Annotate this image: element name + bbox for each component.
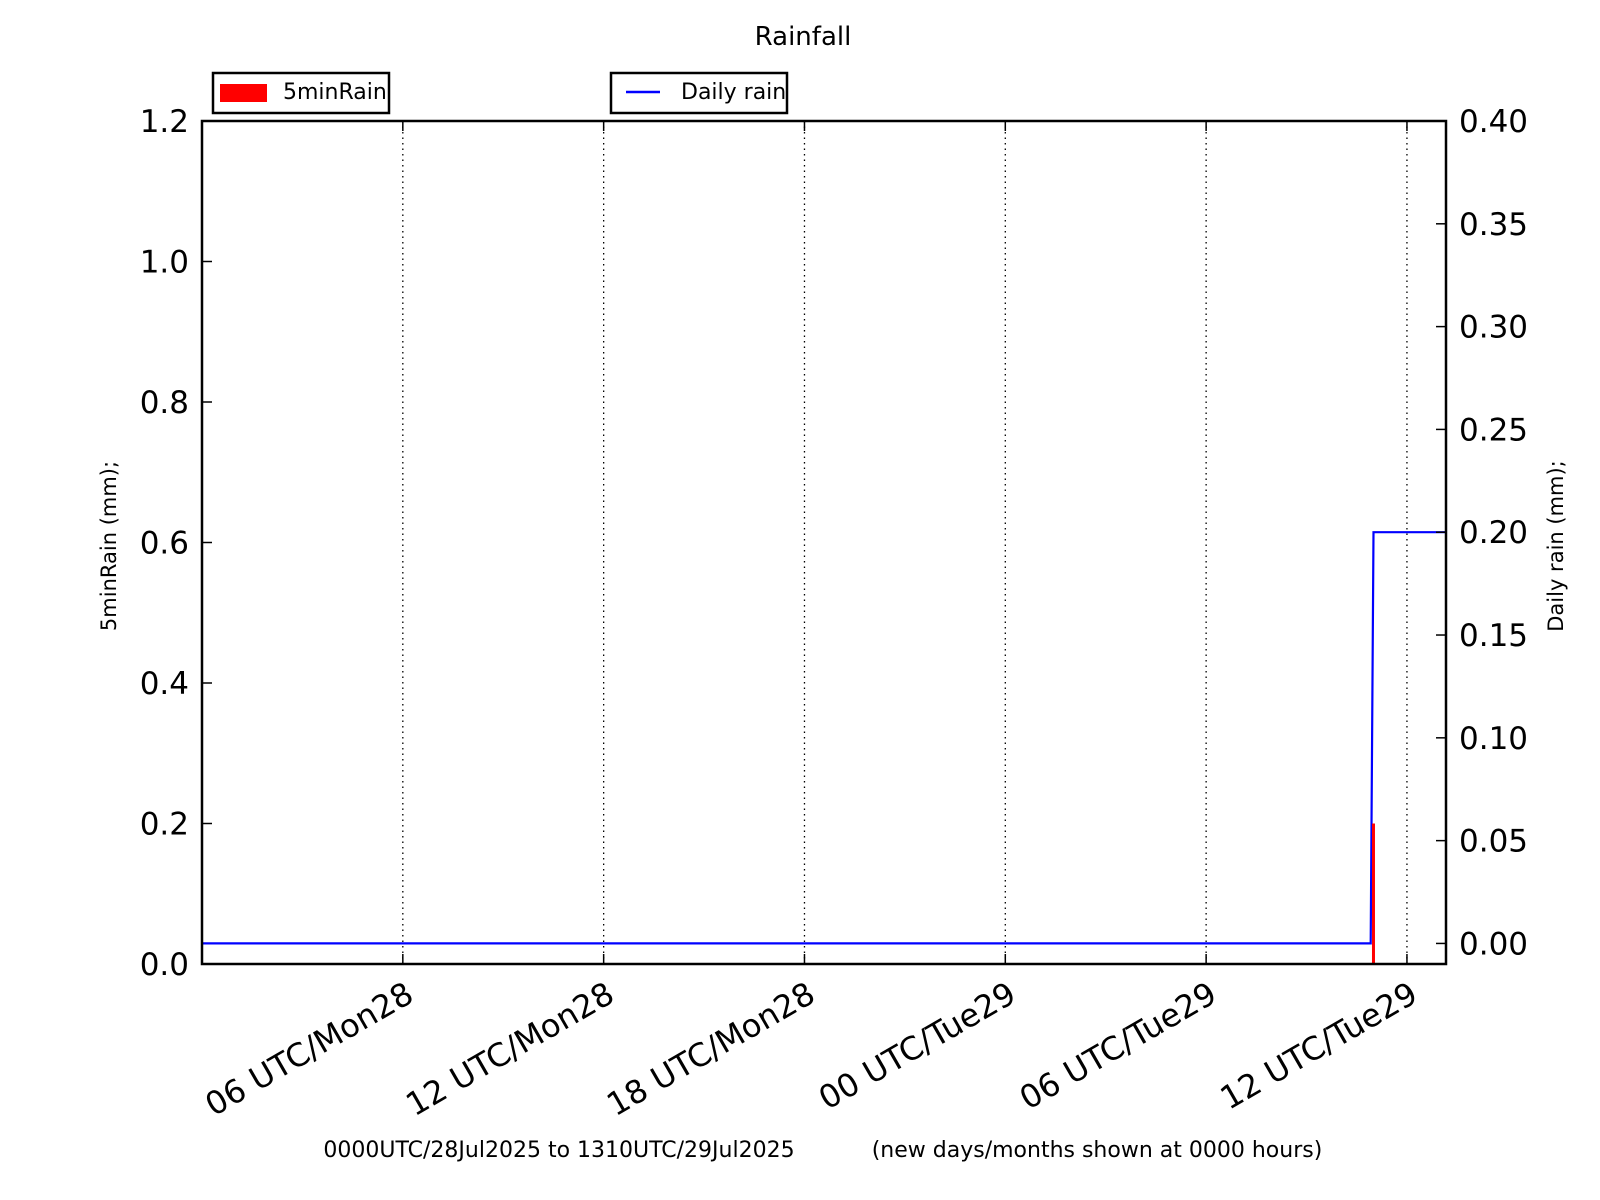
right-tick-label: 0.15 xyxy=(1459,618,1528,654)
right-tick-label: 0.40 xyxy=(1459,104,1528,140)
left-axis-label: 5minRain (mm); xyxy=(97,461,121,631)
legend-daily-rain: Daily rain xyxy=(609,71,789,115)
x-tick-label: 12 UTC/Mon28 xyxy=(399,974,620,1124)
x-tick-label: 12 UTC/Tue29 xyxy=(1214,974,1424,1117)
left-tick-label: 0.6 xyxy=(140,526,189,562)
chart-title: Rainfall xyxy=(755,22,852,52)
x-tick-label: 18 UTC/Mon28 xyxy=(600,974,821,1124)
left-tick-label: 1.2 xyxy=(140,104,189,140)
footer-range: 0000UTC/28Jul2025 to 1310UTC/29Jul2025 xyxy=(323,1138,794,1163)
left-tick-label: 0.2 xyxy=(140,807,189,843)
plot-frame xyxy=(200,119,1448,966)
legend-label-5minrain: 5minRain xyxy=(283,80,387,105)
legend-label-daily-rain: Daily rain xyxy=(681,80,786,105)
right-axis: 0.00 0.05 0.10 0.15 0.20 0.25 0.30 0.35 0.40 xyxy=(1436,104,1528,962)
daily-rain-series xyxy=(202,531,1446,945)
rain-bar xyxy=(1371,823,1375,964)
grid-lines xyxy=(402,121,1408,964)
x-tick-label: 06 UTC/Tue29 xyxy=(1013,974,1223,1117)
x-tick-label: 06 UTC/Mon28 xyxy=(199,974,420,1124)
footer-note: (new days/months shown at 0000 hours) xyxy=(872,1138,1323,1163)
legend-swatch-5minrain xyxy=(220,84,267,102)
left-tick-label: 0.0 xyxy=(140,947,189,983)
left-tick-label: 0.4 xyxy=(140,666,189,702)
right-tick-label: 0.30 xyxy=(1459,310,1528,346)
right-tick-label: 0.25 xyxy=(1459,412,1528,448)
right-tick-label: 0.05 xyxy=(1459,824,1528,860)
right-tick-label: 0.35 xyxy=(1459,207,1528,243)
legend-5minrain: 5minRain xyxy=(211,71,391,115)
left-axis: 0.0 0.2 0.4 0.6 0.8 1.0 1.2 xyxy=(140,104,212,983)
daily-rain-line xyxy=(202,531,1446,945)
left-tick-label: 1.0 xyxy=(140,245,189,281)
right-tick-label: 0.10 xyxy=(1459,721,1528,757)
left-tick-label: 0.8 xyxy=(140,385,189,421)
right-axis-label: Daily rain (mm); xyxy=(1544,460,1568,632)
right-tick-label: 0.20 xyxy=(1459,515,1528,551)
right-tick-label: 0.00 xyxy=(1459,926,1528,962)
5min-rain-series xyxy=(1371,823,1375,964)
x-tick-label: 00 UTC/Tue29 xyxy=(812,974,1022,1117)
